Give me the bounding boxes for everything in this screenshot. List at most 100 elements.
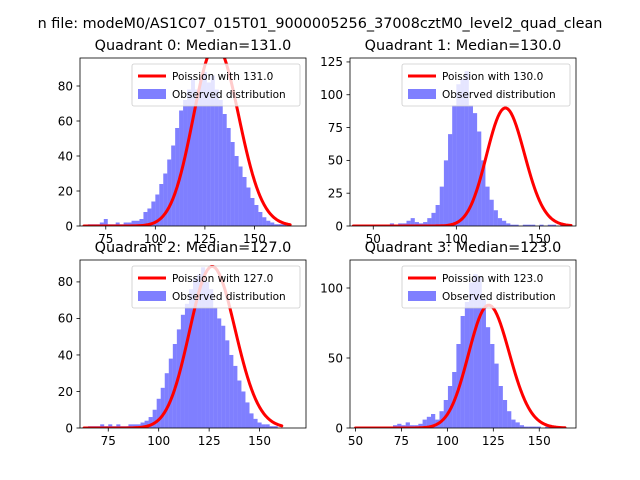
y-tick-label: 60	[58, 114, 73, 128]
legend-label-observed: Observed distribution	[172, 89, 286, 101]
histogram-bar	[163, 173, 168, 226]
subplot-title: Quadrant 0: Median=131.0	[95, 38, 292, 54]
histogram-bar	[522, 224, 527, 226]
histogram-bar	[427, 218, 432, 226]
histogram-bar	[481, 299, 486, 428]
axes-frame	[349, 259, 577, 429]
histogram-bar	[249, 413, 254, 428]
histogram-bar	[221, 325, 226, 428]
x-tick-label: 100	[445, 232, 468, 246]
histogram-bar	[144, 420, 149, 428]
histogram-bar	[498, 386, 503, 428]
histogram-bar	[171, 145, 176, 226]
x-tick-label: 50	[348, 434, 363, 448]
histogram-bar	[210, 75, 215, 226]
histogram-bar	[261, 424, 266, 428]
histogram-bar	[135, 220, 140, 226]
legend-box	[401, 63, 571, 107]
histogram-bar	[99, 222, 104, 226]
histogram-bar	[213, 307, 218, 428]
histogram-bar	[123, 222, 128, 226]
histogram-bar	[507, 411, 512, 428]
y-tick-label: 40	[58, 149, 73, 163]
y-tick-label: 0	[65, 421, 73, 435]
histogram-bar	[262, 217, 267, 226]
histogram-bar	[526, 224, 532, 226]
histogram-bar	[414, 222, 419, 226]
y-tick-label: 0	[335, 219, 343, 233]
histogram-bar	[254, 205, 259, 226]
histogram-bar	[167, 159, 172, 226]
histogram-bar	[202, 72, 207, 226]
histogram-bar	[472, 113, 478, 226]
histogram-bar	[242, 177, 247, 226]
axes-frame	[349, 57, 577, 227]
x-tick-label: 100	[436, 434, 459, 448]
y-tick-label: 125	[320, 55, 343, 69]
histogram-bar	[159, 184, 164, 226]
histogram-bar	[148, 417, 153, 428]
histogram-bar	[502, 220, 507, 226]
histogram-bar	[515, 422, 520, 428]
legend: Poission with 131.0 Observed distribution	[131, 63, 301, 107]
histogram-bar	[198, 79, 203, 226]
histogram-bar	[234, 156, 239, 226]
histogram-bar	[266, 220, 271, 226]
histogram-bar	[180, 314, 185, 428]
histogram-bar	[160, 387, 165, 428]
histogram-bar	[100, 424, 105, 428]
histogram-bar	[423, 222, 428, 226]
y-tick-label: 0	[65, 219, 73, 233]
y-tick-label: 50	[328, 351, 343, 365]
histogram-bar	[103, 219, 108, 226]
histogram-bar	[435, 205, 440, 226]
histogram-bar	[233, 365, 238, 428]
histogram-bar	[443, 160, 449, 226]
legend-box	[131, 265, 301, 309]
y-tick-label: 80	[58, 79, 73, 93]
histogram-bar	[545, 426, 550, 428]
histogram-bar	[241, 391, 246, 428]
histogram-bar	[477, 276, 482, 428]
y-tick-label: 40	[58, 348, 73, 362]
x-tick-label: 100	[144, 232, 167, 246]
histogram-bar	[226, 128, 231, 226]
histogram-bar	[245, 402, 250, 428]
histogram-bar	[489, 199, 494, 226]
histogram-bar	[194, 89, 199, 226]
histogram-bar	[116, 424, 121, 428]
y-tick-label: 20	[58, 385, 73, 399]
histogram-bar	[524, 426, 529, 428]
histogram-bar	[214, 89, 219, 226]
histogram-bar	[551, 224, 557, 226]
histogram-bar	[456, 84, 461, 226]
histogram-bar	[519, 425, 525, 428]
histogram-bar	[230, 142, 235, 226]
x-tick-label: 150	[528, 434, 551, 448]
histogram-bar	[108, 424, 113, 428]
poisson-curve	[354, 303, 567, 428]
histogram-bar	[222, 114, 227, 226]
histogram-bar	[273, 426, 278, 428]
subplot-2: Quadrant 2: Median=127.0 75 100 125 150 0 20 40…	[58, 240, 307, 448]
histogram-bar	[209, 289, 214, 428]
histogram-bar	[127, 222, 132, 226]
histogram-bar	[115, 222, 120, 226]
histogram-bar	[410, 218, 415, 226]
histogram-bar	[197, 274, 202, 428]
subplots: Quadrant 0: Median=131.0 75 100 125 150 0 20 40…	[58, 38, 577, 448]
histogram-bar	[278, 224, 283, 226]
histogram-bar	[426, 416, 432, 428]
histogram-bar	[218, 100, 223, 226]
histogram-bar	[282, 224, 287, 226]
x-tick-label: 150	[243, 232, 266, 246]
axes-frame	[79, 57, 307, 227]
histogram-bar	[485, 186, 490, 226]
histogram-bar	[506, 223, 511, 226]
x-tick-label: 75	[101, 434, 116, 448]
x-tick-label: 125	[482, 434, 505, 448]
histogram-bar	[140, 422, 145, 428]
legend-label-poisson: Poission with 131.0	[172, 71, 273, 83]
histogram-bar	[269, 426, 274, 428]
